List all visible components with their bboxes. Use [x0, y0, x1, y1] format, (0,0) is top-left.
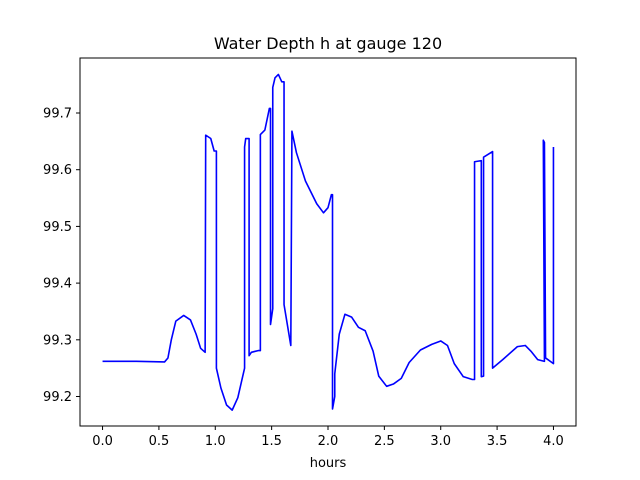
y-tick-label: 99.5	[43, 220, 72, 235]
x-tick-label: 2.0	[318, 434, 339, 449]
y-tick-label: 99.4	[43, 277, 72, 292]
x-tick-label: 2.5	[374, 434, 395, 449]
axes-frame	[79, 57, 577, 427]
y-tick-label: 99.7	[43, 107, 72, 122]
x-tick-label: 0.5	[149, 434, 170, 449]
y-tick-label: 99.2	[43, 390, 72, 405]
y-tick-label: 99.3	[43, 333, 72, 348]
series-line-0	[102, 73, 555, 411]
plot-area	[102, 73, 555, 411]
x-axis-label: hours	[310, 456, 347, 471]
x-tick-label: 1.0	[205, 434, 226, 449]
y-tick-label: 99.6	[43, 163, 72, 178]
x-tick-label: 3.5	[487, 434, 508, 449]
chart-title: Water Depth h at gauge 120	[214, 34, 442, 53]
x-tick-label: 3.0	[430, 434, 451, 449]
x-tick-label: 4.0	[543, 434, 564, 449]
x-tick-label: 0.0	[92, 434, 113, 449]
axis-ticks: 0.0 0.5 1.0 1.5 2.0 2.5 3.0 3.5 4.0 99.2 99.3 99.4 9…	[43, 107, 564, 449]
x-tick-label: 1.5	[261, 434, 282, 449]
